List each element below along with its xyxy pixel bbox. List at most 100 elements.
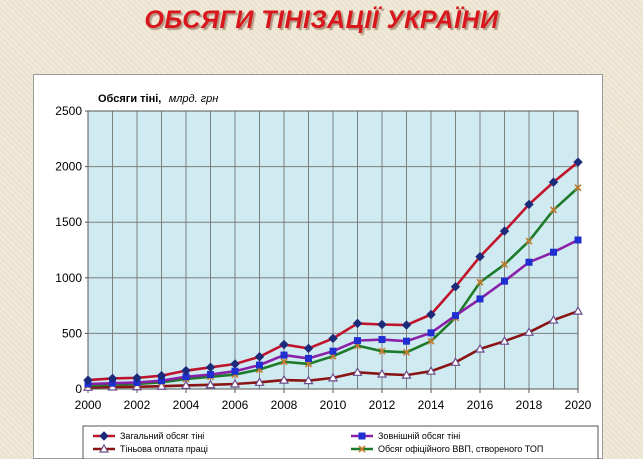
data-point-square [378, 336, 386, 344]
data-point-square [452, 312, 459, 320]
data-point-square [476, 295, 484, 303]
legend-item: Загальний обсяг тіні [93, 431, 204, 441]
data-point-diamond [426, 309, 436, 320]
data-point-diamond [303, 343, 314, 354]
x-tick-label: 2020 [565, 398, 592, 412]
data-point-diamond [132, 373, 142, 383]
line-chart: 0 500 1000 1500 2000 2500 2000 2002 2004 2006 2008… [55, 91, 599, 459]
x-tick-label: 2018 [516, 398, 543, 412]
legend-label: Обсяг офіційного ВВП, створеного ТОП [378, 444, 543, 454]
y-tick-label: 1500 [55, 215, 82, 229]
data-point-square [403, 337, 410, 345]
data-point-square [427, 329, 435, 337]
data-point-triangle [254, 377, 265, 386]
data-point-square [358, 432, 366, 440]
data-point-square [574, 236, 582, 244]
data-point-triangle [376, 368, 388, 378]
data-point-triangle [548, 314, 559, 324]
data-point-square [550, 248, 557, 256]
data-point-square [329, 347, 337, 355]
data-point-triangle [474, 343, 486, 353]
legend-label: Зовнішній обсяг тіні [378, 431, 460, 441]
data-point-square [305, 354, 312, 362]
data-point-triangle [205, 379, 216, 389]
data-point-diamond [573, 157, 583, 167]
data-point-square [231, 367, 239, 375]
data-point-diamond [279, 339, 289, 350]
legend-box [82, 425, 599, 459]
data-point-square [207, 371, 214, 379]
data-point-x [304, 360, 313, 368]
data-point-diamond [499, 226, 510, 236]
legend-item: Тіньова оплата праці [93, 443, 208, 454]
data-point-x [574, 184, 582, 192]
data-point-square [354, 337, 361, 345]
y-tick-label: 2500 [55, 104, 82, 118]
data-point-diamond [475, 251, 485, 262]
y-axis-label-main: Обсяги тіні, [98, 93, 161, 105]
data-point-x [358, 445, 366, 453]
x-tick-label: 2000 [75, 398, 102, 412]
data-point-diamond [156, 370, 167, 381]
data-point-triangle [180, 380, 192, 390]
data-point-diamond [377, 319, 387, 330]
data-point-diamond [99, 431, 109, 441]
x-tick-label: 2014 [418, 398, 445, 412]
data-point-square [256, 361, 263, 369]
data-point-x [525, 237, 533, 245]
data-point-diamond [181, 365, 191, 376]
y-tick-label: 2000 [55, 160, 82, 174]
y-tick-label: 500 [62, 326, 82, 340]
legend-item: Обсяг офіційного ВВП, створеного ТОП [351, 444, 543, 454]
data-point-triangle [229, 378, 241, 388]
x-tick-label: 2008 [271, 398, 298, 412]
data-point-diamond [254, 352, 265, 362]
y-tick-label: 0 [75, 382, 82, 396]
data-point-diamond [328, 333, 338, 344]
data-point-triangle [425, 365, 437, 375]
legend: Загальний обсяг тіні Зовнішній обсяг тіні… [82, 425, 599, 459]
data-point-diamond [548, 177, 559, 187]
data-point-square [501, 277, 508, 285]
data-point-square [525, 258, 533, 266]
x-tick-label: 2006 [222, 398, 249, 412]
data-point-diamond [83, 375, 93, 385]
axes: 0 500 1000 1500 2000 2500 2000 2002 2004 2006 2008… [55, 104, 591, 412]
x-tick-label: 2016 [467, 398, 494, 412]
data-point-diamond [401, 320, 412, 330]
series-3 [82, 305, 584, 391]
legend-label: Загальний обсяг тіні [120, 431, 204, 441]
data-point-triangle [572, 305, 584, 315]
series-layer [82, 157, 584, 391]
data-point-diamond [450, 281, 461, 292]
x-tick-label: 2002 [124, 398, 151, 412]
y-axis-label-unit: млрд. грн [169, 93, 219, 105]
data-point-x [476, 278, 484, 286]
data-point-triangle [278, 374, 290, 384]
data-point-triangle [156, 381, 167, 390]
data-point-diamond [230, 359, 240, 369]
legend-item: Зовнішній обсяг тіні [351, 431, 460, 441]
data-point-diamond [107, 373, 118, 384]
data-point-triangle [303, 375, 314, 385]
data-point-triangle [450, 357, 461, 366]
data-point-diamond [205, 362, 216, 373]
y-axis-label: Обсяги тіні, млрд. грн [98, 91, 218, 105]
data-point-x [549, 206, 558, 214]
series-1 [83, 157, 583, 385]
legend-label: Тіньова оплата праці [120, 444, 208, 454]
data-point-triangle [352, 367, 363, 376]
data-point-triangle [499, 335, 510, 345]
data-point-triangle [401, 369, 412, 379]
data-point-diamond [352, 318, 363, 329]
data-point-x [500, 260, 509, 269]
slide-title: ОБСЯГИ ТІНІЗАЦІЇ УКРАЇНИ [144, 6, 499, 34]
x-tick-label: 2010 [320, 398, 347, 412]
x-tick-label: 2012 [369, 398, 396, 412]
data-point-square [280, 351, 288, 359]
data-point-triangle [98, 443, 110, 453]
x-tick-label: 2004 [173, 398, 200, 412]
data-point-x [402, 348, 411, 356]
y-tick-label: 1000 [55, 271, 82, 285]
data-point-triangle [327, 372, 339, 382]
